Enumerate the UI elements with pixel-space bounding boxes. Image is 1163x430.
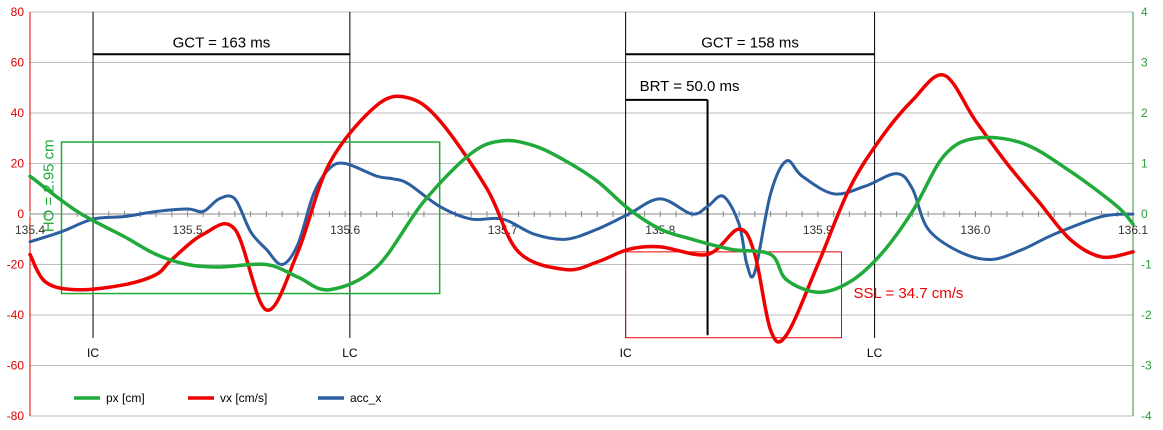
legend-label: px [cm] [106, 391, 145, 405]
y-tick-left: -40 [7, 308, 25, 322]
y-tick-right: -4 [1141, 409, 1152, 423]
legend: px [cm] vx [cm/s] acc_x [74, 391, 381, 405]
y-tick-left: 60 [11, 56, 25, 70]
legend-label: vx [cm/s] [220, 391, 267, 405]
y-tick-left: 80 [11, 5, 25, 19]
y-tick-right: -3 [1141, 359, 1152, 373]
series-line-px [28, 135, 1135, 295]
grid [30, 11, 1133, 417]
series-group [28, 73, 1135, 344]
x-tick-label: 135.6 [330, 223, 360, 237]
x-tick-label: 135.4 [15, 223, 45, 237]
y-tick-left: 20 [11, 157, 25, 171]
y-tick-right: -2 [1141, 308, 1152, 322]
y-tick-left: 40 [11, 106, 25, 120]
x-tick-label: 135.7 [488, 223, 518, 237]
x-tick-label: 136.0 [960, 223, 990, 237]
ho-box [60, 141, 441, 295]
event-label: IC [620, 346, 632, 360]
series-line-acc_x [28, 159, 1135, 279]
y-tick-left: -20 [7, 258, 25, 272]
ssl-label: SSL = 34.7 cm/s [853, 285, 963, 302]
y-tick-right: 1 [1141, 157, 1148, 171]
left-axis: 80 60 40 20 0 -20 -40 -60 -80 [7, 5, 31, 423]
annotations: IC LC IC LC GCT = 163 ms GCT = 158 ms BRT = 50… [41, 12, 963, 360]
y-tick-right: 4 [1141, 5, 1148, 19]
y-tick-right: 3 [1141, 56, 1148, 70]
series-line-vx [28, 73, 1135, 344]
y-tick-right: 2 [1141, 106, 1148, 120]
gct-label: GCT = 158 ms [701, 34, 799, 51]
x-tick-label: 135.9 [803, 223, 833, 237]
y-tick-left: -80 [7, 409, 25, 423]
ssl-box [625, 251, 842, 339]
ho-label: HO = 2.95 cm [41, 139, 58, 232]
event-label: LC [342, 346, 358, 360]
y-tick-left: -60 [7, 359, 25, 373]
y-tick-left: 0 [17, 207, 24, 221]
y-tick-right: -1 [1141, 258, 1152, 272]
event-label: IC [87, 346, 99, 360]
y-tick-right: 0 [1141, 207, 1148, 221]
x-tick-label: 135.5 [173, 223, 203, 237]
x-axis: 135.4 135.5 135.6 135.7 135.8 135.9 136.0 136.1 [15, 211, 1148, 237]
event-label: LC [867, 346, 883, 360]
gct-label: GCT = 163 ms [173, 34, 271, 51]
brt-label: BRT = 50.0 ms [640, 78, 740, 95]
x-tick-label: 136.1 [1118, 223, 1148, 237]
right-axis: 4 3 2 1 0 -1 -2 -3 -4 [1132, 5, 1152, 423]
legend-label: acc_x [350, 391, 381, 405]
